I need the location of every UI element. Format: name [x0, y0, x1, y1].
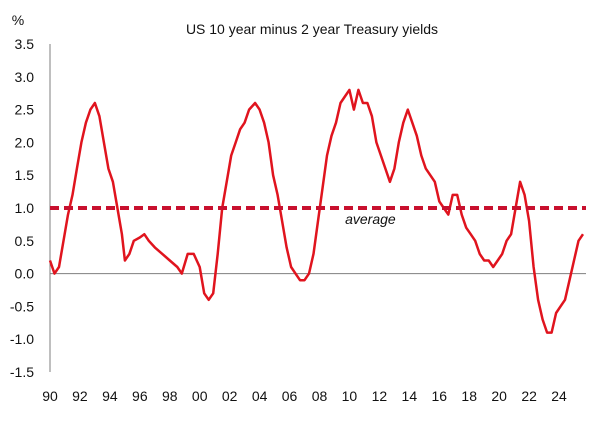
y-axis-unit-label: %	[12, 12, 24, 28]
chart-title: US 10 year minus 2 year Treasury yields	[186, 21, 438, 37]
y-tick-label: 3.0	[15, 69, 35, 85]
x-tick-label: 18	[461, 388, 477, 404]
x-tick-label: 92	[72, 388, 88, 404]
x-tick-label: 98	[162, 388, 178, 404]
x-tick-label: 06	[282, 388, 298, 404]
y-tick-label: -1.0	[10, 331, 34, 347]
x-tick-label: 00	[192, 388, 208, 404]
x-tick-label: 96	[132, 388, 148, 404]
series-layer	[48, 88, 586, 334]
y-tick-label: 2.0	[15, 134, 35, 150]
y-tick-label: 0.5	[15, 233, 35, 249]
x-tick-label: 08	[312, 388, 328, 404]
x-tick-label: 04	[252, 388, 268, 404]
x-tick-label: 94	[102, 388, 118, 404]
y-tick-label: -1.5	[10, 364, 34, 380]
x-tick-label: 02	[222, 388, 238, 404]
y-tick-label: 1.0	[15, 200, 35, 216]
x-tick-label: 22	[521, 388, 537, 404]
x-tick-label: 10	[342, 388, 358, 404]
y-tick-label: 2.5	[15, 102, 35, 118]
y-tick-label: -0.5	[10, 298, 34, 314]
x-tick-label: 20	[491, 388, 507, 404]
x-tick-label: 24	[551, 388, 567, 404]
average-annotation: average	[345, 211, 396, 227]
x-axis-tick-labels: 90 92 94 96 98 00 02 04 06 08 10 12 14 16 18 20 22 24	[42, 388, 567, 404]
yield-spread-line	[48, 88, 585, 334]
y-tick-label: 0.0	[15, 266, 35, 282]
x-tick-label: 16	[431, 388, 447, 404]
x-tick-label: 14	[402, 388, 418, 404]
y-tick-label: 1.5	[15, 167, 35, 183]
annotation-layer: average	[345, 211, 396, 227]
x-tick-label: 12	[372, 388, 388, 404]
x-tick-label: 90	[42, 388, 58, 404]
y-axis-tick-labels: 3.5 3.0 2.5 2.0 1.5 1.0 0.5 0.0 -0.5 -1.0 -1.5	[10, 36, 34, 380]
y-tick-label: 3.5	[15, 36, 35, 52]
